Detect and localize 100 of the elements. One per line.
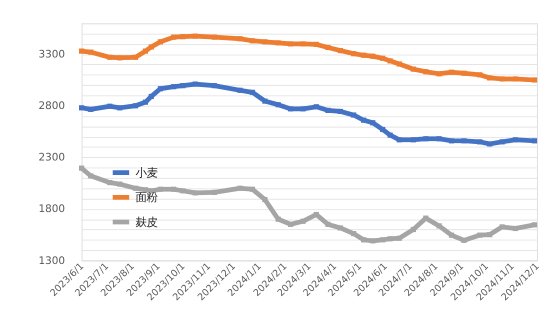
point [132, 54, 138, 60]
point [338, 108, 343, 114]
point [262, 39, 268, 44]
point [388, 58, 393, 64]
point [88, 50, 94, 55]
point [107, 104, 112, 109]
point [487, 232, 492, 238]
point [351, 231, 356, 236]
point [396, 236, 402, 241]
point [487, 75, 492, 81]
point [361, 118, 366, 123]
point [461, 138, 467, 144]
point [171, 186, 176, 192]
point [500, 76, 505, 82]
point [132, 103, 138, 108]
point [477, 232, 482, 238]
y-tick-label: 2300 [38, 152, 65, 164]
point [477, 139, 482, 144]
point [325, 108, 331, 113]
legend-label: 面粉 [136, 190, 158, 204]
point [410, 226, 416, 232]
point [370, 238, 376, 244]
point [436, 136, 442, 142]
point [380, 126, 386, 132]
point [500, 224, 505, 230]
point [370, 54, 376, 59]
point [180, 83, 186, 88]
point [107, 54, 112, 60]
point [180, 34, 186, 40]
point [477, 72, 482, 78]
point [300, 218, 306, 224]
point [276, 102, 281, 108]
point [288, 106, 294, 112]
point [532, 77, 538, 83]
y-tick-label: 1800 [38, 203, 65, 216]
point [380, 56, 386, 61]
point [351, 51, 356, 56]
point [436, 71, 442, 76]
point [250, 38, 256, 44]
point [325, 44, 331, 50]
point [448, 232, 454, 238]
point [192, 34, 198, 39]
y-tick-label: 2800 [38, 100, 65, 112]
point [314, 104, 319, 110]
point [78, 166, 84, 171]
point [180, 188, 186, 194]
point [192, 190, 198, 196]
point [512, 137, 518, 142]
point [142, 100, 148, 105]
point [132, 186, 138, 191]
point [237, 186, 243, 191]
point [88, 173, 94, 178]
point [361, 237, 366, 242]
point [351, 112, 356, 118]
point [158, 86, 163, 92]
point [158, 186, 163, 192]
point [532, 138, 538, 144]
point [262, 98, 268, 104]
point [148, 94, 154, 100]
point [117, 55, 122, 60]
point [388, 236, 393, 242]
y-tick-label: 3300 [38, 48, 65, 61]
point [192, 82, 198, 87]
point [171, 34, 176, 40]
point [436, 223, 442, 228]
point [361, 52, 366, 58]
point [78, 48, 84, 54]
point [388, 132, 393, 138]
point [410, 137, 416, 142]
point [500, 139, 505, 144]
point [300, 106, 306, 112]
point [410, 66, 416, 72]
point [276, 40, 281, 46]
point [370, 120, 376, 126]
point [448, 138, 454, 144]
point [158, 39, 163, 44]
point [396, 61, 402, 67]
point [487, 141, 492, 147]
point [117, 105, 122, 110]
point [380, 237, 386, 242]
legend-label: 麸皮 [136, 214, 158, 229]
point [288, 222, 294, 227]
point [237, 88, 243, 93]
y-tick-label: 1300 [38, 254, 65, 267]
point [212, 34, 217, 40]
point [532, 222, 538, 228]
point [423, 69, 428, 74]
point [338, 225, 343, 231]
point [423, 136, 428, 142]
point [78, 105, 84, 110]
point [171, 84, 176, 90]
point [325, 222, 331, 227]
point [512, 226, 518, 232]
point [338, 48, 343, 54]
point [396, 137, 402, 142]
point [314, 42, 319, 47]
point [300, 41, 306, 46]
point [512, 76, 518, 82]
point [142, 48, 148, 54]
point [88, 106, 94, 112]
